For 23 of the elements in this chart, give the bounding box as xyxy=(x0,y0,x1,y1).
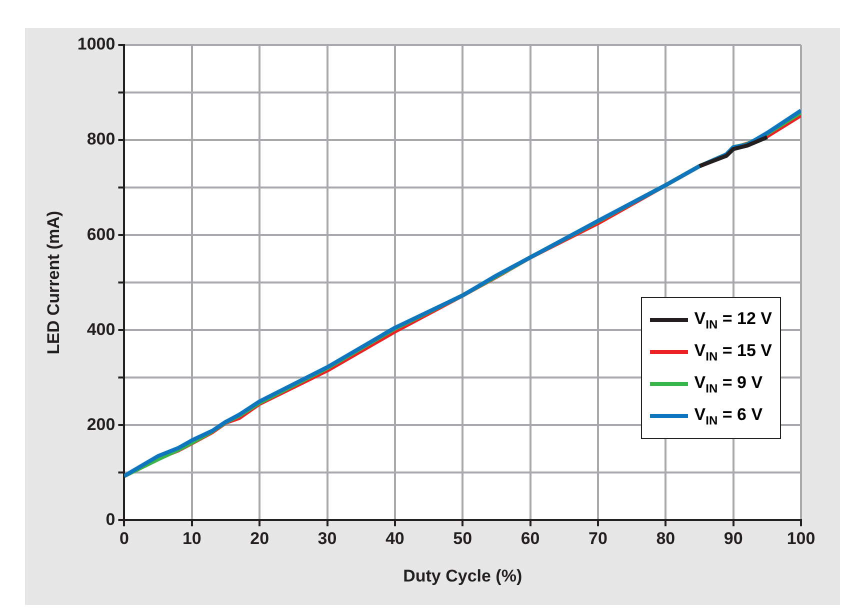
y-tick-label: 800 xyxy=(86,130,116,149)
x-tick-label: 90 xyxy=(724,529,743,548)
y-tick-label: 1000 xyxy=(77,34,116,54)
y-tick-label: 0 xyxy=(106,510,116,529)
y-axis-title: LED Current (mA) xyxy=(44,210,63,354)
legend-label: V$_{IN}$ = 12 V xyxy=(694,308,772,332)
y-tick-label: 600 xyxy=(86,224,116,244)
legend-label: V$_{IN}$ = 15 V xyxy=(694,340,772,364)
x-tick-label: 70 xyxy=(588,529,608,548)
legend-label: V$_{IN}$ = 6 V xyxy=(694,404,763,428)
y-tick-label: 200 xyxy=(86,414,116,434)
x-tick-label: 20 xyxy=(250,529,270,548)
x-tick-label: 50 xyxy=(453,529,472,548)
x-tick-label: 30 xyxy=(318,529,337,548)
legend-label: V$_{IN}$ = 9 V xyxy=(694,372,763,396)
x-axis-title: Duty Cycle (%) xyxy=(403,566,522,586)
x-tick-label: 40 xyxy=(385,529,404,548)
x-tick-label: 80 xyxy=(656,529,676,548)
y-tick-label: 400 xyxy=(86,320,116,339)
x-tick-label: 0 xyxy=(119,529,129,548)
x-tick-label: 10 xyxy=(182,529,202,548)
x-tick-label: 100 xyxy=(786,529,816,548)
x-tick-label: 60 xyxy=(520,529,540,548)
